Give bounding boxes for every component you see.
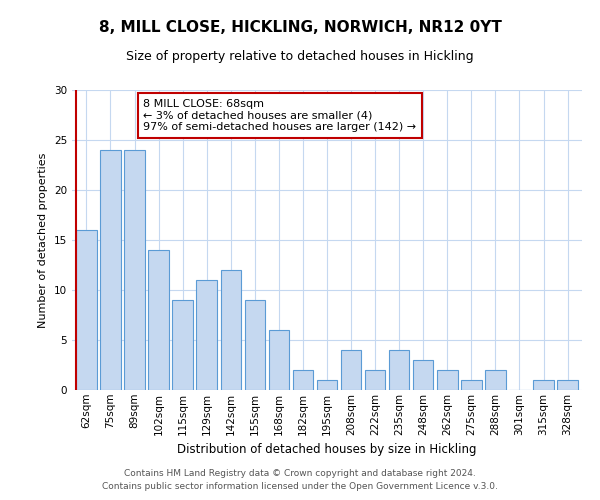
Bar [557,380,578,390]
Bar [221,270,241,390]
X-axis label: Distribution of detached houses by size in Hickling: Distribution of detached houses by size … [177,443,477,456]
Bar [76,230,97,390]
Bar [365,370,385,390]
Bar [196,280,217,390]
Bar [413,360,433,390]
Bar [317,380,337,390]
Bar [533,380,554,390]
Text: Contains public sector information licensed under the Open Government Licence v.: Contains public sector information licen… [102,482,498,491]
Bar [485,370,506,390]
Text: 8, MILL CLOSE, HICKLING, NORWICH, NR12 0YT: 8, MILL CLOSE, HICKLING, NORWICH, NR12 0… [98,20,502,35]
Y-axis label: Number of detached properties: Number of detached properties [38,152,49,328]
Text: Size of property relative to detached houses in Hickling: Size of property relative to detached ho… [126,50,474,63]
Text: 8 MILL CLOSE: 68sqm
← 3% of detached houses are smaller (4)
97% of semi-detached: 8 MILL CLOSE: 68sqm ← 3% of detached hou… [143,99,416,132]
Bar [124,150,145,390]
Bar [341,350,361,390]
Bar [293,370,313,390]
Text: Contains HM Land Registry data © Crown copyright and database right 2024.: Contains HM Land Registry data © Crown c… [124,468,476,477]
Bar [245,300,265,390]
Bar [100,150,121,390]
Bar [461,380,482,390]
Bar [172,300,193,390]
Bar [269,330,289,390]
Bar [389,350,409,390]
Bar [148,250,169,390]
Bar [437,370,458,390]
